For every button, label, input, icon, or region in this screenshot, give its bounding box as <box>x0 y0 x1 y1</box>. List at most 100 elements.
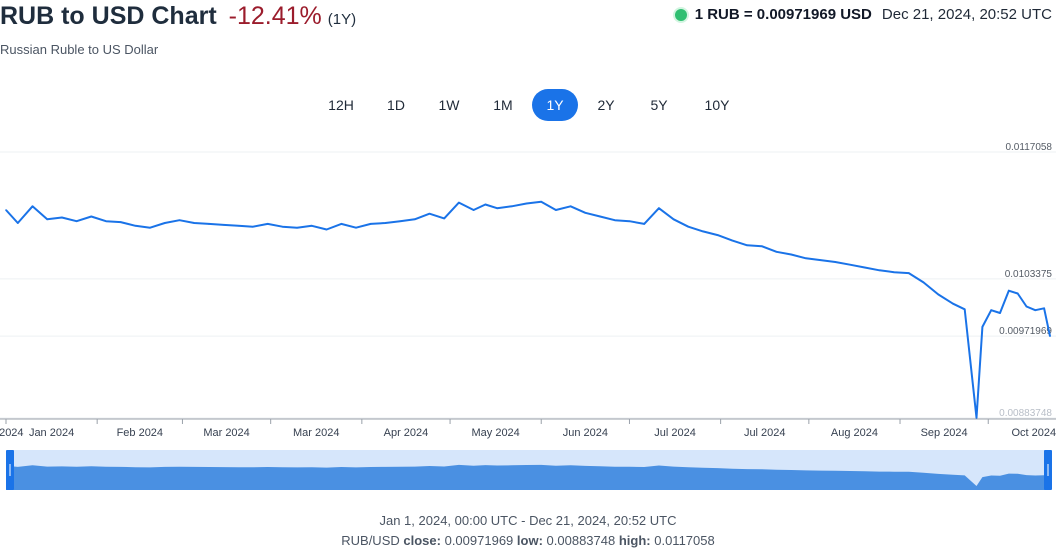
data-point <box>599 215 601 218</box>
y-tick-label: 0.00971969 <box>999 326 1052 337</box>
range-navigator[interactable] <box>6 450 1052 490</box>
x-tick-label: Oct 2024 <box>1012 427 1056 439</box>
data-point <box>193 222 196 224</box>
data-point <box>716 234 719 236</box>
data-point <box>658 207 660 209</box>
range-button-1d[interactable]: 1D <box>380 89 412 121</box>
data-point <box>937 293 940 296</box>
data-point <box>805 257 807 260</box>
rub-usd-line-chart[interactable]: 0.0117058 0.0103375 0.00971969 0.00883748 J… <box>0 130 1056 495</box>
data-point <box>16 222 19 224</box>
title-row: RUB to USD Chart -12.41% (1Y) <box>0 2 356 31</box>
data-point <box>472 209 475 211</box>
data-point <box>540 200 543 203</box>
data-point <box>61 216 63 219</box>
data-point <box>819 259 822 261</box>
x-tick-label: Jul 2024 <box>744 427 786 439</box>
data-point <box>399 220 401 222</box>
x-tick-label: Feb 2024 <box>117 427 163 439</box>
data-point <box>975 416 978 419</box>
data-point <box>1043 307 1045 310</box>
range-button-2y[interactable]: 2Y <box>590 89 622 121</box>
data-point <box>75 220 78 222</box>
data-point <box>443 217 445 220</box>
live-rate: 1 RUB = 0.00971969 USD Dec 21, 2024, 20:… <box>674 6 1052 23</box>
rub-usd-series-line <box>5 200 1051 419</box>
grid-lines <box>0 151 1056 419</box>
range-button-5y[interactable]: 5Y <box>643 89 675 121</box>
data-point <box>208 223 210 225</box>
navigator-area <box>6 464 1050 490</box>
footer-close-label: close: <box>403 533 441 548</box>
data-point <box>119 221 122 223</box>
x-tick-label: Aug 2024 <box>831 427 878 439</box>
x-tick-label: Sep 2024 <box>921 427 968 439</box>
data-point <box>266 223 269 225</box>
x-tick-label: Dec 2024 <box>0 427 24 439</box>
data-point <box>790 253 793 256</box>
data-point <box>325 228 328 231</box>
data-point <box>981 326 984 328</box>
data-point <box>484 203 487 206</box>
range-button-1y[interactable]: 1Y <box>532 89 578 121</box>
footer-pair: RUB/USD <box>341 533 400 548</box>
data-point <box>134 225 137 227</box>
data-point <box>1025 305 1028 308</box>
y-tick-label: 0.0103375 <box>1005 269 1053 280</box>
y-axis-ticks: 0.0117058 0.0103375 0.00971969 0.00883748 <box>999 142 1052 419</box>
data-point <box>834 261 837 263</box>
data-point <box>628 220 631 222</box>
footer-close-value: 0.00971969 <box>444 533 514 548</box>
range-button-1w[interactable]: 1W <box>432 89 466 121</box>
data-point <box>760 245 763 248</box>
data-point <box>849 263 851 266</box>
x-tick-label: May 2024 <box>471 427 519 439</box>
data-point <box>149 226 151 229</box>
footer-high-label: high: <box>618 533 651 548</box>
data-point <box>893 271 895 273</box>
percent-change: -12.41% <box>228 2 322 30</box>
data-point <box>31 205 34 208</box>
data-point <box>1008 289 1010 292</box>
data-point <box>643 223 645 225</box>
data-point <box>687 225 690 228</box>
data-point <box>908 272 910 274</box>
data-point <box>369 223 372 225</box>
data-point <box>105 220 107 222</box>
footer-date-range: Jan 1, 2024, 00:00 UTC - Dec 21, 2024, 2… <box>379 513 677 528</box>
data-point <box>569 205 572 208</box>
data-point <box>672 218 675 221</box>
x-tick-label: Jan 2024 <box>29 427 74 439</box>
range-button-1m[interactable]: 1M <box>486 89 520 121</box>
data-point <box>511 205 513 208</box>
data-point <box>775 250 778 253</box>
data-point <box>5 209 7 211</box>
data-point <box>496 207 498 209</box>
data-point <box>178 219 181 222</box>
x-tick-label: Mar 2024 <box>203 427 249 439</box>
data-point <box>252 225 254 228</box>
data-point <box>1049 335 1051 337</box>
live-status-icon <box>674 8 687 21</box>
data-point <box>584 212 587 214</box>
data-point <box>1034 309 1037 311</box>
period-label: (1Y) <box>327 11 357 28</box>
data-point <box>428 212 431 215</box>
time-range-selector: 12H 1D 1W 1M 1Y 2Y 5Y 10Y <box>0 89 1056 121</box>
range-button-12h[interactable]: 12H <box>322 89 360 121</box>
data-point <box>90 215 93 218</box>
footer-high-value: 0.0117058 <box>654 533 715 548</box>
data-point <box>1016 292 1019 295</box>
plot-area <box>5 200 1051 419</box>
data-point <box>281 225 284 228</box>
data-point <box>46 218 48 221</box>
data-point <box>613 219 616 222</box>
range-button-10y[interactable]: 10Y <box>698 89 736 121</box>
data-point <box>878 269 881 272</box>
data-point <box>555 209 557 211</box>
data-point <box>222 224 225 226</box>
footer-low-value: 0.00883748 <box>546 533 616 548</box>
data-point <box>702 230 704 233</box>
data-point <box>922 281 925 284</box>
data-point <box>458 201 460 204</box>
